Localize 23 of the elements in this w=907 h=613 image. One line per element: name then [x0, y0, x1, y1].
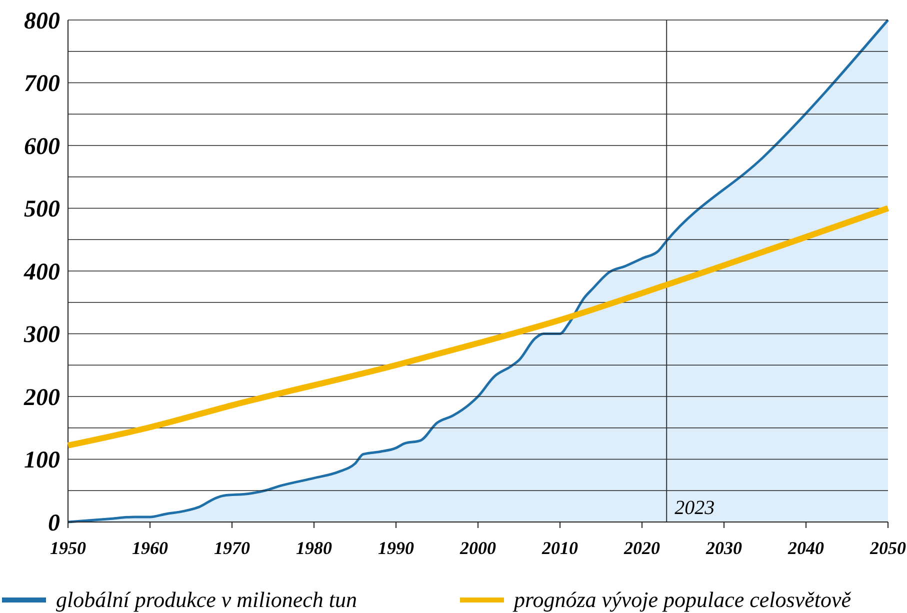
ref-line-label: 2023 [674, 497, 715, 519]
y-tick-label: 0 [48, 510, 60, 536]
x-tick-label: 1980 [296, 538, 332, 558]
x-tick-label: 2040 [787, 538, 824, 558]
y-tick-label: 400 [23, 259, 60, 286]
y-tick-label: 800 [24, 8, 60, 34]
x-tick-label: 2010 [541, 538, 578, 558]
x-tick-label: 2000 [459, 538, 496, 558]
x-tick-label: 2020 [623, 538, 660, 558]
x-tick-label: 1960 [132, 538, 168, 558]
y-tick-label: 200 [23, 384, 60, 411]
x-tick-label: 2050 [869, 538, 906, 558]
x-tick-label: 1990 [378, 538, 414, 558]
y-tick-label: 300 [23, 322, 60, 348]
x-tick-label: 2030 [705, 538, 742, 558]
x-tick-label: 1970 [214, 538, 250, 558]
y-tick-label: 100 [24, 448, 60, 474]
x-tick-label: 1950 [50, 538, 86, 558]
legend-label: prognóza vývoje populace celosvětově [512, 587, 852, 612]
y-tick-label: 700 [24, 71, 60, 98]
legend-label: globální produkce v milionech tun [56, 587, 358, 612]
y-tick-label: 600 [24, 134, 60, 160]
y-tick-label: 500 [24, 196, 60, 223]
